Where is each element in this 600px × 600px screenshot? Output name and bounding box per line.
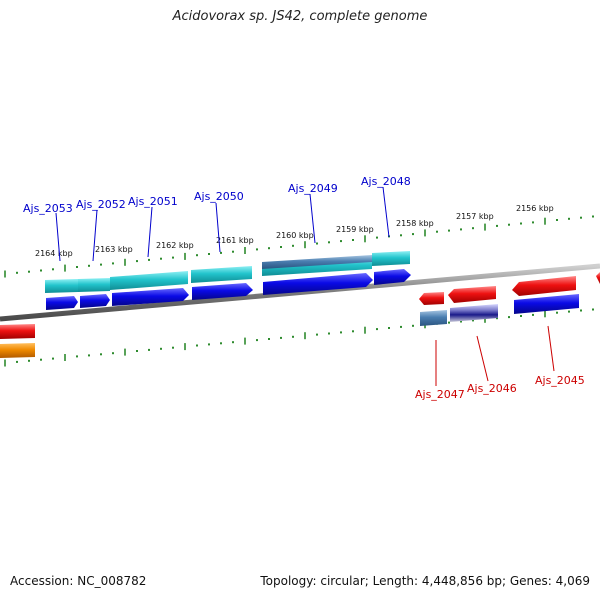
gene-ajs-2045-arrow[interactable] [512,276,576,296]
gene-ajs-2047-arrow[interactable] [419,292,444,305]
inner-scale-ticks [4,308,594,367]
label-ajs-2045[interactable]: Ajs_2045 [535,374,585,387]
leader-ajs-2045 [547,325,555,372]
scale-label: 2156 kbp [516,204,554,213]
label-ajs-2053[interactable]: Ajs_2053 [23,202,73,215]
gene-ajs-2050-cds[interactable] [191,266,252,283]
label-ajs-2050[interactable]: Ajs_2050 [194,190,244,203]
gene-ajs-2050-arrow[interactable] [192,283,253,300]
scale-label: 2158 kbp [396,219,434,228]
label-ajs-2052[interactable]: Ajs_2052 [76,198,126,211]
scale-label: 2160 kbp [276,231,314,240]
gene-ajs-2049-region[interactable] [262,255,372,269]
scale-labels: 2164 kbp 2163 kbp 2162 kbp 2161 kbp 2160 kbp… [35,204,554,258]
gene-edge-orange-left[interactable] [0,343,35,358]
gene-ajs-2052-cds[interactable] [78,278,110,292]
scale-label: 2159 kbp [336,225,374,234]
genome-summary-text: Topology: circular; Length: 4,448,856 bp… [260,574,590,588]
gene-ajs-2053-arrow[interactable] [46,296,78,310]
scale-label: 2164 kbp [35,249,73,258]
genome-backbone [0,263,600,322]
forward-strand-genes [45,251,411,310]
leader-ajs-2050 [215,202,221,253]
leader-ajs-2048 [382,186,390,238]
leader-ajs-2049 [309,193,316,244]
gene-ajs-2048-cds[interactable] [372,251,410,266]
leader-ajs-2051 [147,206,153,258]
gene-ajs-2051-arrow[interactable] [112,288,189,306]
label-ajs-2046[interactable]: Ajs_2046 [467,382,517,395]
gene-edge-red-left[interactable] [0,324,35,339]
reverse-strand-genes [0,272,600,358]
leader-ajs-2046 [476,335,489,382]
gene-ajs-2051-cds[interactable] [110,271,188,290]
label-ajs-2049[interactable]: Ajs_2049 [288,182,338,195]
scale-label: 2163 kbp [95,245,133,254]
label-ajs-2048[interactable]: Ajs_2048 [361,175,411,188]
gene-ajs-2049-arrow[interactable] [263,273,373,295]
gene-edge-red-right[interactable] [596,272,600,284]
scale-label: 2161 kbp [216,236,254,245]
accession-text: Accession: NC_008782 [10,574,147,588]
leader-ajs-2052 [92,209,98,262]
leader-ajs-2053 [55,212,61,262]
gene-ajs-2048-arrow[interactable] [374,269,411,285]
outer-scale-ticks [4,215,594,278]
label-ajs-2047[interactable]: Ajs_2047 [415,388,465,401]
gene-ajs-2045-cds[interactable] [514,294,579,314]
gene-labels: Ajs_2053 Ajs_2052 Ajs_2051 Ajs_2050 Ajs_… [23,175,585,401]
gene-ajs-2046-cds[interactable] [450,304,498,322]
gene-ajs-2052-arrow[interactable] [80,294,110,308]
label-ajs-2051[interactable]: Ajs_2051 [128,195,178,208]
gene-ajs-2047-cds[interactable] [420,310,447,326]
scale-label: 2162 kbp [156,241,194,250]
scale-label: 2157 kbp [456,212,494,221]
gene-ajs-2046-arrow[interactable] [448,286,496,303]
gene-ajs-2053-cds[interactable] [45,279,78,293]
map-title: Acidovorax sp. JS42, complete genome [172,9,428,24]
